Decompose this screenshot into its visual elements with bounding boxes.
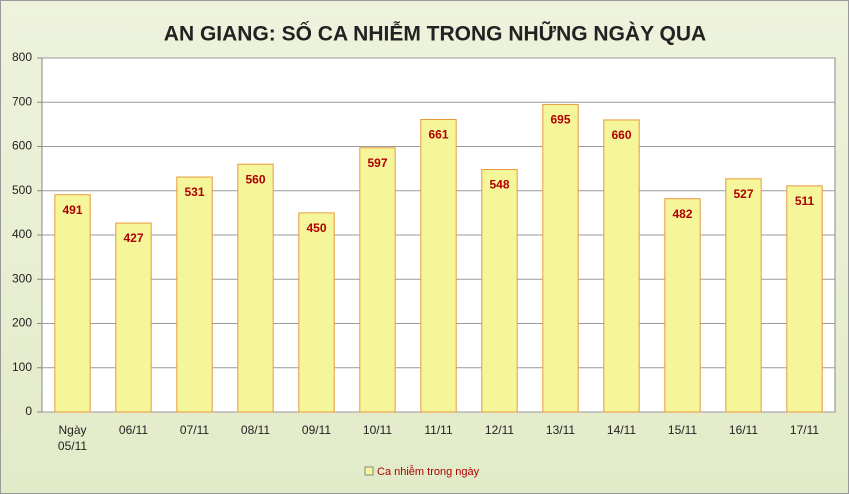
- x-tick-label: 10/11: [362, 423, 393, 437]
- legend-label: Ca nhiễm trong ngày: [377, 465, 480, 478]
- x-tick-label: 15/11: [667, 423, 698, 437]
- value-label: 548: [489, 178, 509, 192]
- value-label: 560: [245, 172, 265, 186]
- value-label: 511: [795, 194, 815, 208]
- value-label: 482: [672, 207, 692, 221]
- legend-swatch: [364, 466, 374, 476]
- value-label: 660: [611, 128, 631, 142]
- bar: [481, 169, 518, 413]
- value-label: 661: [428, 128, 448, 142]
- y-tick-label: 400: [12, 227, 32, 241]
- y-tick-label: 800: [12, 50, 32, 64]
- bar: [603, 119, 640, 413]
- bar: [115, 222, 152, 413]
- bar: [237, 163, 274, 413]
- value-label: 427: [123, 231, 143, 245]
- bar: [176, 176, 213, 413]
- x-tick-label: 08/11: [240, 423, 271, 437]
- bar: [786, 185, 823, 413]
- x-tick-label: Ngày 05/11: [57, 423, 88, 453]
- value-label: 695: [550, 113, 570, 127]
- bar: [664, 198, 701, 413]
- value-label: 527: [733, 187, 753, 201]
- x-tick-label: 14/11: [606, 423, 637, 437]
- y-tick-label: 100: [12, 360, 32, 374]
- x-tick-label: 11/11: [424, 423, 453, 437]
- bar: [420, 119, 457, 413]
- bar: [298, 212, 335, 413]
- x-tick-label: 07/11: [179, 423, 210, 437]
- chart-title: AN GIANG: SỐ CA NHIỄM TRONG NHỮNG NGÀY Q…: [164, 22, 706, 46]
- value-label: 531: [184, 185, 204, 199]
- x-tick-label: 12/11: [484, 423, 515, 437]
- value-label: 597: [367, 156, 387, 170]
- bar: [542, 103, 579, 413]
- x-tick-label: 09/11: [301, 423, 332, 437]
- bar: [359, 147, 396, 413]
- y-tick-label: 200: [12, 316, 32, 330]
- bar: [725, 178, 762, 413]
- y-tick-label: 600: [12, 139, 32, 153]
- y-tick-label: 700: [12, 94, 32, 108]
- x-tick-label: 17/11: [789, 423, 820, 437]
- y-tick-label: 300: [12, 271, 32, 285]
- value-label: 450: [306, 221, 326, 235]
- x-tick-label: 16/11: [728, 423, 759, 437]
- value-label: 491: [62, 203, 82, 217]
- x-tick-label: 06/11: [118, 423, 149, 437]
- bar: [54, 194, 91, 413]
- y-tick-label: 500: [12, 183, 32, 197]
- x-tick-label: 13/11: [545, 423, 576, 437]
- y-tick-label: 0: [25, 404, 32, 418]
